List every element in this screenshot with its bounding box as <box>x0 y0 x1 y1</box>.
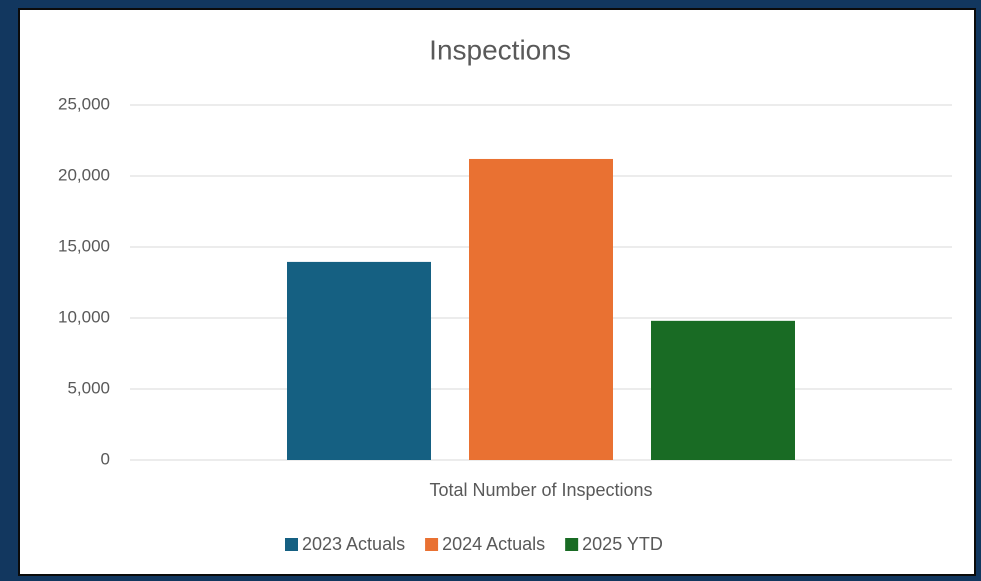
y-tick-label: 10,000 <box>58 307 110 326</box>
legend-label: 2023 Actuals <box>302 534 405 554</box>
y-tick-label: 15,000 <box>58 236 110 255</box>
y-tick-label: 5,000 <box>67 378 110 397</box>
legend-swatch <box>285 538 298 551</box>
legend-label: 2024 Actuals <box>442 534 545 554</box>
y-tick-label: 25,000 <box>58 94 110 113</box>
bar <box>651 320 795 460</box>
y-tick-label: 0 <box>101 449 110 468</box>
chart-title: Inspections <box>429 34 571 65</box>
legend-swatch <box>425 538 439 551</box>
y-tick-label: 20,000 <box>58 165 110 184</box>
bar <box>287 261 431 460</box>
legend-label: 2025 YTD <box>582 534 663 554</box>
legend-swatch <box>565 538 579 551</box>
x-tick-label: Total Number of Inspections <box>429 480 652 500</box>
bar <box>469 158 613 460</box>
